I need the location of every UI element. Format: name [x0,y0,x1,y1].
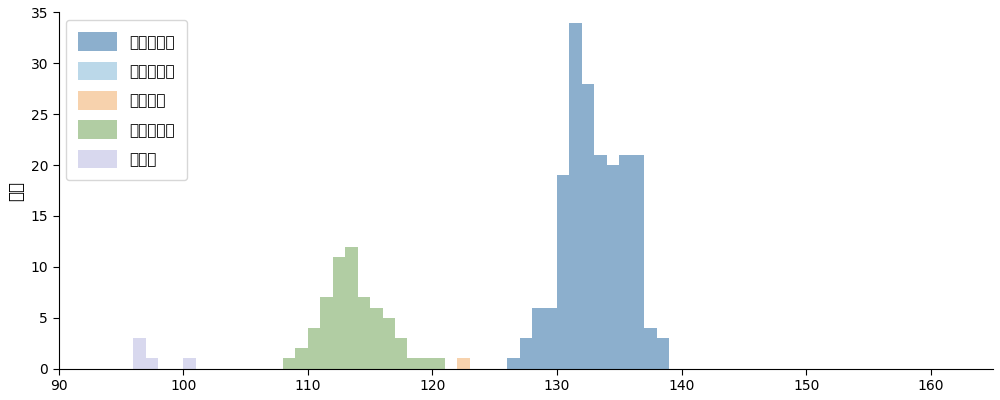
Bar [644,328,657,369]
Bar [345,246,358,369]
Bar [395,338,407,369]
Bar [133,338,146,369]
Bar [146,358,158,369]
Bar [370,308,383,369]
Legend: ストレート, ツーシーム, シンカー, スライダー, カーブ: ストレート, ツーシーム, シンカー, スライダー, カーブ [66,20,187,180]
Y-axis label: 球数: 球数 [7,180,25,200]
Bar [520,338,532,369]
Bar [657,338,669,369]
Bar [183,358,196,369]
Bar [308,328,320,369]
Bar [594,155,607,369]
Bar [432,358,445,369]
Bar [582,84,594,369]
Bar [532,308,544,369]
Bar [632,155,644,369]
Bar [420,358,432,369]
Bar [507,358,520,369]
Bar [407,358,420,369]
Bar [283,358,295,369]
Bar [383,318,395,369]
Bar [544,308,557,369]
Bar [295,348,308,369]
Bar [333,257,345,369]
Bar [557,175,569,369]
Bar [569,23,582,369]
Bar [457,358,470,369]
Bar [320,298,333,369]
Bar [619,155,632,369]
Bar [358,298,370,369]
Bar [607,165,619,369]
